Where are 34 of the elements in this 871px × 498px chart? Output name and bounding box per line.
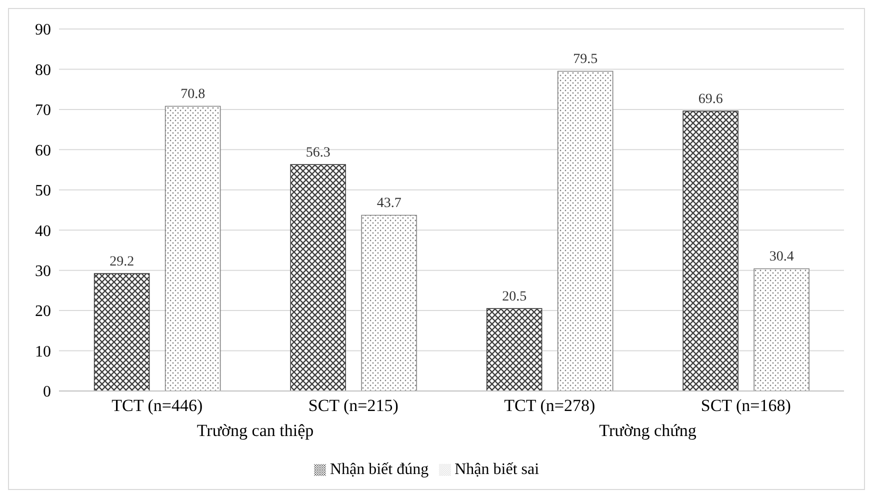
data-label: 30.4 — [769, 250, 794, 265]
bar — [754, 268, 810, 391]
bar — [682, 110, 738, 391]
x-tick-label: TCT (n=446) — [112, 396, 203, 416]
x-tick-label: TCT (n=278) — [504, 396, 596, 416]
y-tick-label: 60 — [35, 142, 51, 160]
legend-label: Nhận biết sai — [454, 461, 540, 478]
data-label: 79.5 — [573, 52, 598, 68]
y-tick-label: 30 — [35, 263, 51, 280]
y-tick-label: 20 — [35, 303, 51, 320]
y-tick-label: 70 — [35, 102, 51, 120]
data-label: 20.5 — [502, 290, 527, 305]
x-tick-label: SCT (n=168) — [700, 396, 791, 416]
text: Trường can thiệp — [196, 421, 315, 441]
y-tick-label: 10 — [35, 343, 51, 360]
legend-label: Nhận biết đúng — [330, 461, 429, 478]
bar — [164, 106, 221, 391]
text: Trường chứng — [598, 421, 698, 441]
y-tick-label: 0 — [43, 384, 51, 401]
bar — [557, 70, 614, 391]
bar — [361, 214, 417, 391]
data-label: 43.7 — [376, 196, 402, 212]
data-label: 69.6 — [698, 92, 723, 108]
data-label: 56.3 — [306, 146, 330, 161]
y-tick-label: 80 — [35, 62, 51, 79]
bar — [290, 164, 346, 391]
y-tick-label: 40 — [35, 222, 51, 240]
data-label: 70.8 — [180, 87, 206, 102]
x-tick-label: SCT (n=215) — [308, 396, 398, 416]
bar — [486, 308, 542, 391]
bar — [94, 273, 150, 391]
data-label: 29.2 — [110, 254, 134, 270]
y-tick-label: 50 — [35, 182, 51, 200]
y-tick-label: 90 — [35, 22, 51, 39]
